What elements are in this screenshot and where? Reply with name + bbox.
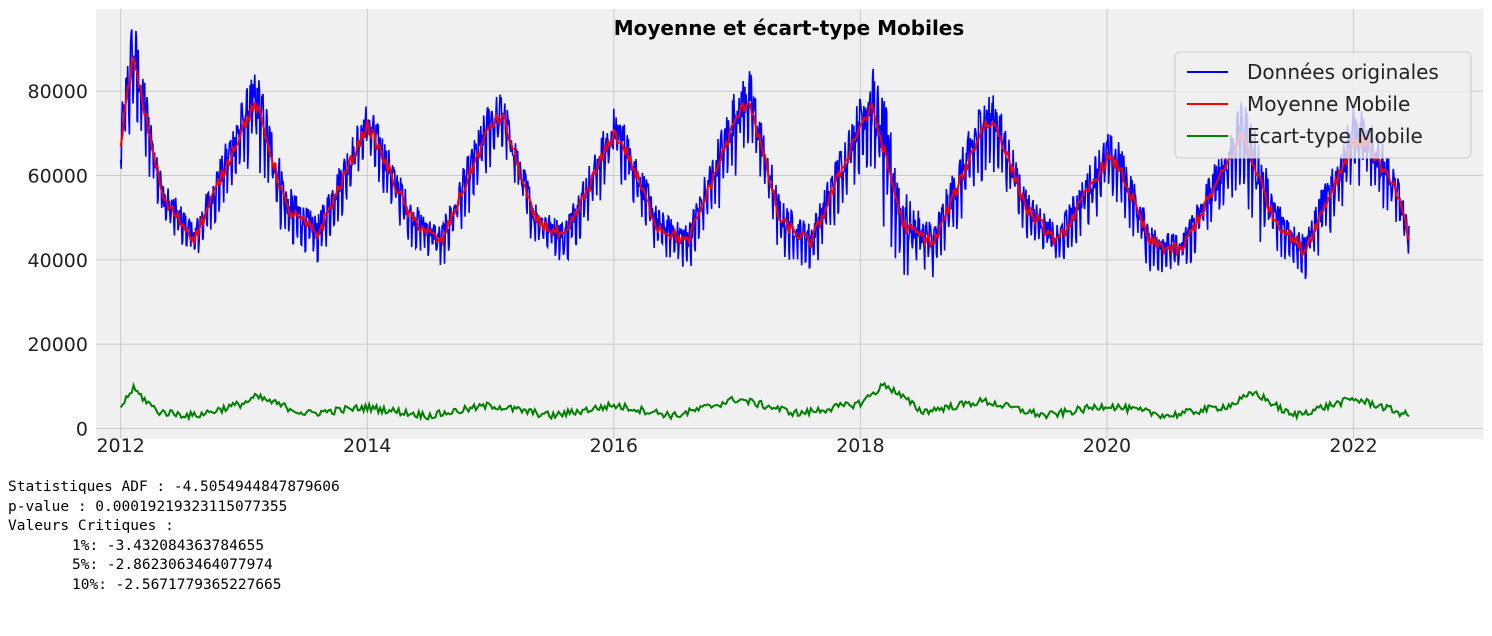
adf-test-output: Statistiques ADF : -4.5054944847879606 p… [8,478,340,595]
series-rolling-mean-line [119,56,1410,259]
legend-label-std: Ecart-type Mobile [1247,124,1423,148]
tick-labels: 2012 2014 2016 2018 2020 2022 0 20000 40000 60000… [28,81,1378,457]
critical-values-header: Valeurs Critiques : [8,518,174,534]
x-tick-label: 2020 [1083,435,1131,457]
x-tick-label: 2014 [343,435,391,457]
y-tick-label: 40000 [28,250,88,272]
x-tick-label: 2018 [836,435,884,457]
rolling-stats-chart: 2012 2014 2016 2018 2020 2022 0 20000 40000 60000… [28,9,1483,457]
x-tick-label: 2022 [1329,435,1377,457]
legend-label-original: Données originales [1247,60,1439,84]
series-rolling-std-line [119,381,1410,422]
critical-value-1pct: 1%: -3.432084363784655 [72,537,265,554]
x-tick-label: 2016 [590,435,638,457]
adf-statistic: Statistiques ADF : -4.5054944847879606 [8,479,340,495]
critical-value-5pct: 5%: -2.8623063464077974 [72,557,273,573]
y-tick-label: 0 [76,418,88,440]
critical-value-10pct: 10%: -2.5671779365227665 [72,576,282,593]
y-tick-label: 60000 [28,166,88,188]
legend-label-mean: Moyenne Mobile [1247,92,1410,116]
chart-title: Moyenne et écart-type Mobiles [614,16,965,40]
p-value: p-value : 0.00019219323115077355 [8,498,288,515]
series-layer [119,29,1410,422]
legend-box [1174,51,1472,159]
legend: Données originales Moyenne Mobile Ecart-… [1174,51,1472,159]
series-original-line [119,29,1410,280]
y-tick-label: 80000 [28,81,88,103]
y-tick-label: 20000 [28,334,88,356]
x-tick-label: 2012 [96,435,144,457]
